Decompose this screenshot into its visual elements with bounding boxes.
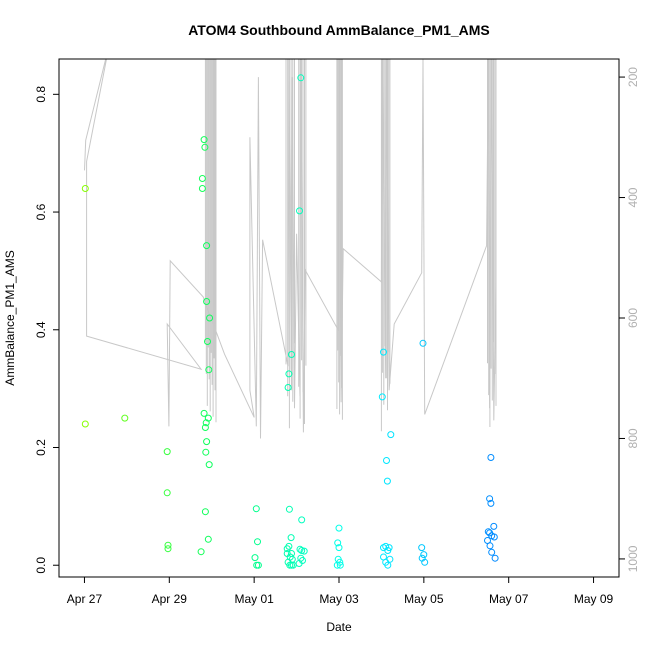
data-point: [335, 544, 343, 552]
data-point: [204, 535, 212, 543]
x-tick-label: Apr 29: [152, 592, 188, 606]
chart-title: ATOM4 Southbound AmmBalance_PM1_AMS: [188, 22, 490, 38]
data-point: [486, 495, 494, 503]
data-point: [206, 314, 214, 322]
data-point: [487, 454, 495, 461]
data-point: [285, 370, 293, 378]
data-point: [81, 185, 89, 192]
data-point: [288, 351, 295, 358]
data-point: [295, 560, 303, 567]
data-point: [81, 420, 89, 428]
data-point: [300, 547, 308, 555]
y2-tick-label: 1000: [626, 545, 640, 572]
data-point: [296, 207, 303, 215]
y2-tick-label: 200: [626, 67, 640, 87]
data-point: [201, 143, 209, 151]
data-point: [287, 534, 295, 542]
data-point: [202, 448, 210, 456]
data-point: [285, 505, 293, 513]
data-point: [163, 448, 171, 456]
y-tick-label: 0.0: [34, 557, 48, 574]
data-point: [298, 516, 306, 524]
data-point: [491, 554, 499, 562]
data-point: [336, 561, 344, 569]
data-point: [421, 558, 429, 566]
data-point: [203, 298, 211, 305]
data-point: [200, 136, 208, 144]
data-point: [490, 533, 498, 541]
data-point: [383, 457, 390, 464]
data-point: [334, 539, 342, 547]
data-point: [203, 242, 211, 250]
y2-tick-label: 600: [626, 308, 640, 328]
data-point: [384, 561, 392, 569]
data-point: [284, 384, 292, 391]
data-point: [200, 409, 208, 417]
data-point: [420, 551, 428, 559]
x-tick-label: May 09: [574, 592, 614, 606]
data-point: [205, 461, 213, 469]
data-point: [297, 74, 305, 82]
y2-tick-label: 800: [626, 428, 640, 448]
data-point: [285, 542, 293, 550]
data-point: [252, 505, 260, 513]
x-tick-label: May 05: [404, 592, 444, 606]
data-point: [164, 545, 172, 553]
data-point: [164, 541, 172, 549]
data-point: [378, 393, 386, 401]
x-axis-label: Date: [326, 620, 352, 634]
y2-tick-label: 400: [626, 187, 640, 207]
data-point: [487, 499, 495, 507]
y-tick-label: 0.6: [34, 203, 48, 220]
data-point: [198, 185, 206, 192]
data-point: [335, 524, 343, 532]
data-point: [201, 424, 209, 431]
data-point: [484, 528, 492, 536]
data-point: [490, 522, 498, 530]
data-point: [387, 431, 395, 439]
data-point: [296, 545, 304, 553]
data-point: [198, 175, 206, 182]
gray-track-layer: [84, 58, 497, 439]
data-point: [254, 561, 262, 569]
data-point: [121, 414, 129, 422]
data-point: [283, 550, 291, 557]
data-point: [486, 542, 494, 550]
x-tick-label: May 01: [234, 592, 274, 606]
data-point: [383, 477, 391, 485]
data-point: [418, 544, 426, 552]
data-point: [204, 414, 212, 422]
secondary-y-axis: 200 400 600 800 1000: [619, 67, 640, 572]
scatter-points-layer: [81, 74, 499, 569]
data-point: [488, 548, 496, 556]
x-tick-label: May 03: [319, 592, 359, 606]
x-tick-label: May 07: [489, 592, 529, 606]
y-axis-label: AmmBalance_PM1_AMS: [3, 250, 17, 385]
data-point: [197, 548, 205, 556]
data-point: [333, 561, 341, 569]
x-tick-label: Apr 27: [67, 592, 103, 606]
data-point: [251, 554, 259, 562]
data-point: [163, 489, 171, 497]
data-point: [254, 538, 261, 546]
y-tick-label: 0.4: [34, 321, 48, 338]
data-point: [419, 339, 427, 347]
data-point: [382, 542, 390, 550]
data-point: [205, 366, 213, 374]
data-point: [380, 348, 387, 356]
y-axis: 0.0 0.2 0.4 0.6 0.8: [34, 86, 59, 574]
y-tick-label: 0.8: [34, 86, 48, 103]
x-axis: Apr 27 Apr 29 May 01 May 03 May 05 May 07 May …: [67, 577, 614, 606]
data-point: [201, 508, 209, 516]
data-point: [204, 338, 211, 345]
y-tick-label: 0.2: [34, 439, 48, 456]
track-line: [84, 58, 497, 439]
data-point: [384, 547, 392, 554]
data-point: [203, 438, 211, 446]
